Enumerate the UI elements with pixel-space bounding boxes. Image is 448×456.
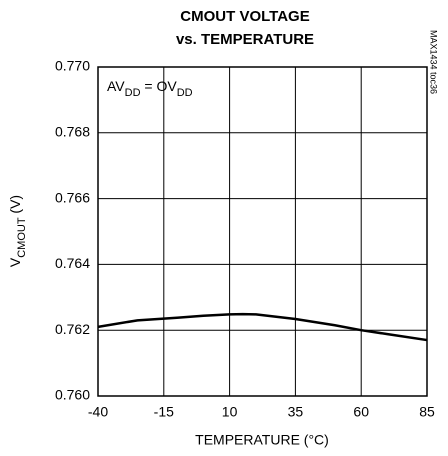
x-tick-label: 60: [353, 404, 369, 420]
subscript: DD: [125, 87, 141, 99]
y-tick-label: 0.768: [55, 124, 90, 140]
chart-title: CMOUT VOLTAGE: [180, 8, 309, 25]
text-part: V: [7, 257, 23, 267]
text-part: (V): [7, 195, 23, 218]
y-tick-label: 0.760: [55, 387, 90, 403]
x-axis-label: TEMPERATURE (°C): [195, 432, 329, 448]
subscript: CMOUT: [16, 217, 28, 258]
y-tick-label: 0.770: [55, 58, 90, 74]
annotation: AVDD = OVDD: [107, 78, 193, 99]
plot-frame: [97, 66, 428, 397]
x-tick-label: -40: [88, 404, 108, 420]
y-tick-label: 0.764: [55, 255, 90, 271]
data-line: [97, 312, 428, 342]
y-axis-label: VCMOUT (V): [7, 195, 28, 267]
text-part: AV: [107, 78, 125, 94]
text-part: = OV: [141, 78, 178, 94]
x-tick-label: 35: [288, 404, 304, 420]
x-tick-label: 85: [419, 404, 435, 420]
chart-title: vs. TEMPERATURE: [176, 31, 314, 48]
y-tick-label: 0.766: [55, 189, 90, 205]
subscript: DD: [177, 87, 193, 99]
x-tick-label: -15: [154, 404, 174, 420]
side-note: MAX1434 toc36: [429, 30, 439, 94]
x-tick-label: 10: [222, 404, 238, 420]
y-tick-label: 0.762: [55, 321, 90, 337]
